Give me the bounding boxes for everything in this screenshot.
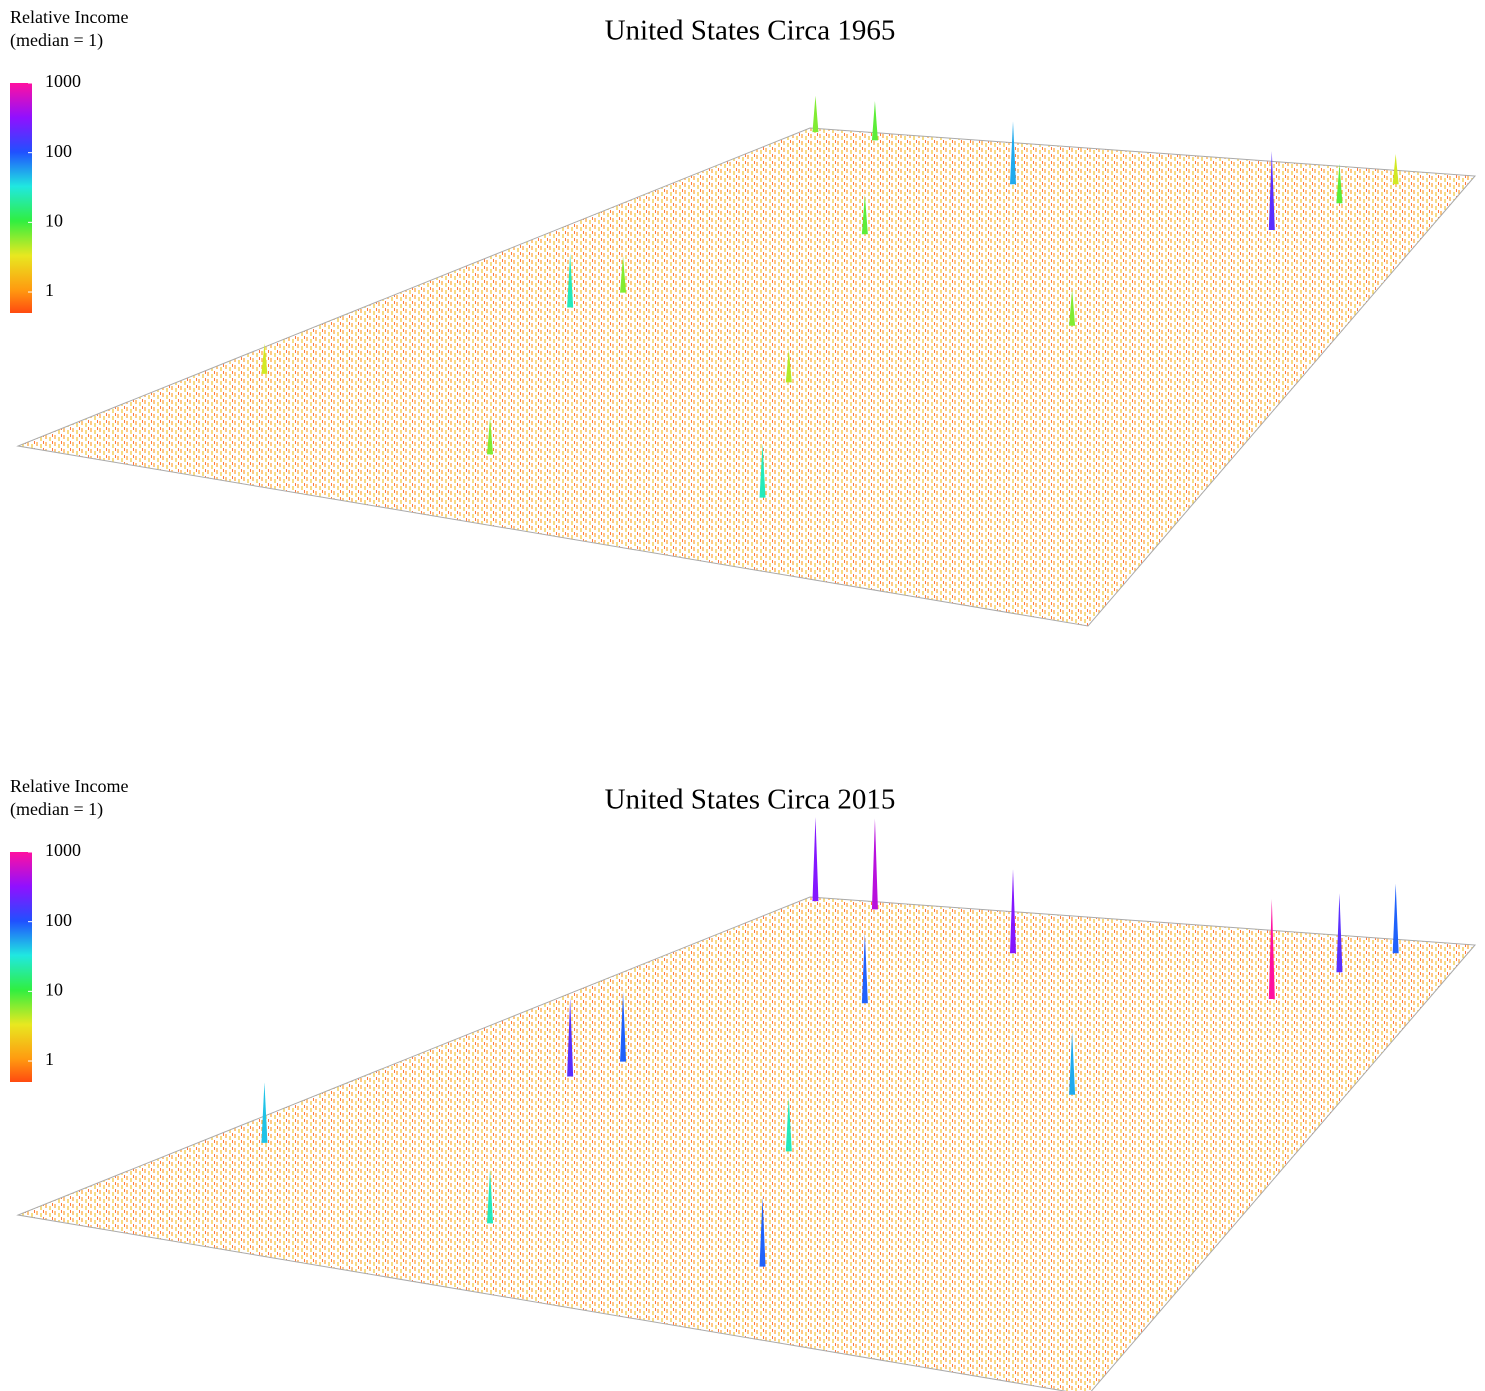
ground-texture xyxy=(18,128,1475,626)
spike xyxy=(567,253,574,308)
spike xyxy=(261,1082,268,1143)
colorbar-label: (median = 1) xyxy=(10,799,103,820)
spike xyxy=(487,1169,494,1224)
colorbar-tick-label: 10 xyxy=(45,210,63,230)
spike xyxy=(620,256,627,293)
colorbar-label: Relative Income xyxy=(10,7,128,27)
spike xyxy=(620,991,627,1062)
spike xyxy=(785,349,792,383)
spike xyxy=(1336,893,1343,973)
spike xyxy=(1010,869,1016,954)
spike xyxy=(861,194,868,235)
colorbar-tick-label: 1000 xyxy=(45,840,81,860)
spike xyxy=(1268,151,1275,230)
spike xyxy=(1069,289,1076,326)
colorbar-tick-label: 100 xyxy=(45,141,72,161)
spike xyxy=(759,1196,766,1267)
spike xyxy=(567,997,574,1077)
ground-texture xyxy=(18,897,1475,1391)
spike xyxy=(261,343,268,374)
colorbar-tick-label: 10 xyxy=(45,979,63,999)
spike xyxy=(1336,163,1343,204)
colorbar-tick-label: 1 xyxy=(45,1049,54,1069)
colorbar-tick-label: 100 xyxy=(45,910,72,930)
spike xyxy=(861,933,868,1004)
ground-plane xyxy=(16,896,1477,1391)
spike xyxy=(487,417,494,455)
spike xyxy=(1268,898,1275,999)
colorbar-label: (median = 1) xyxy=(10,30,103,51)
spike xyxy=(1069,1031,1076,1095)
panel: United States Circa 1965 Relative Income (… xyxy=(10,7,1477,627)
spike xyxy=(812,817,819,902)
spike xyxy=(812,95,819,133)
ground-plane xyxy=(16,127,1477,627)
spike xyxy=(1392,883,1399,954)
colorbar-label: Relative Income xyxy=(10,776,128,796)
chart-title: United States Circa 2015 xyxy=(605,784,896,816)
spike xyxy=(1010,121,1016,185)
colorbar-tick-label: 1 xyxy=(45,280,54,300)
panel: United States Circa 2015 Relative Income (… xyxy=(10,776,1477,1391)
colorbar xyxy=(10,852,32,1082)
colorbar xyxy=(10,83,32,313)
chart-title: United States Circa 1965 xyxy=(605,15,896,47)
spike xyxy=(785,1097,792,1152)
spike xyxy=(759,443,766,498)
spike xyxy=(1392,154,1399,185)
spike xyxy=(871,818,878,910)
colorbar-tick-label: 1000 xyxy=(45,71,81,91)
spike xyxy=(871,101,878,141)
